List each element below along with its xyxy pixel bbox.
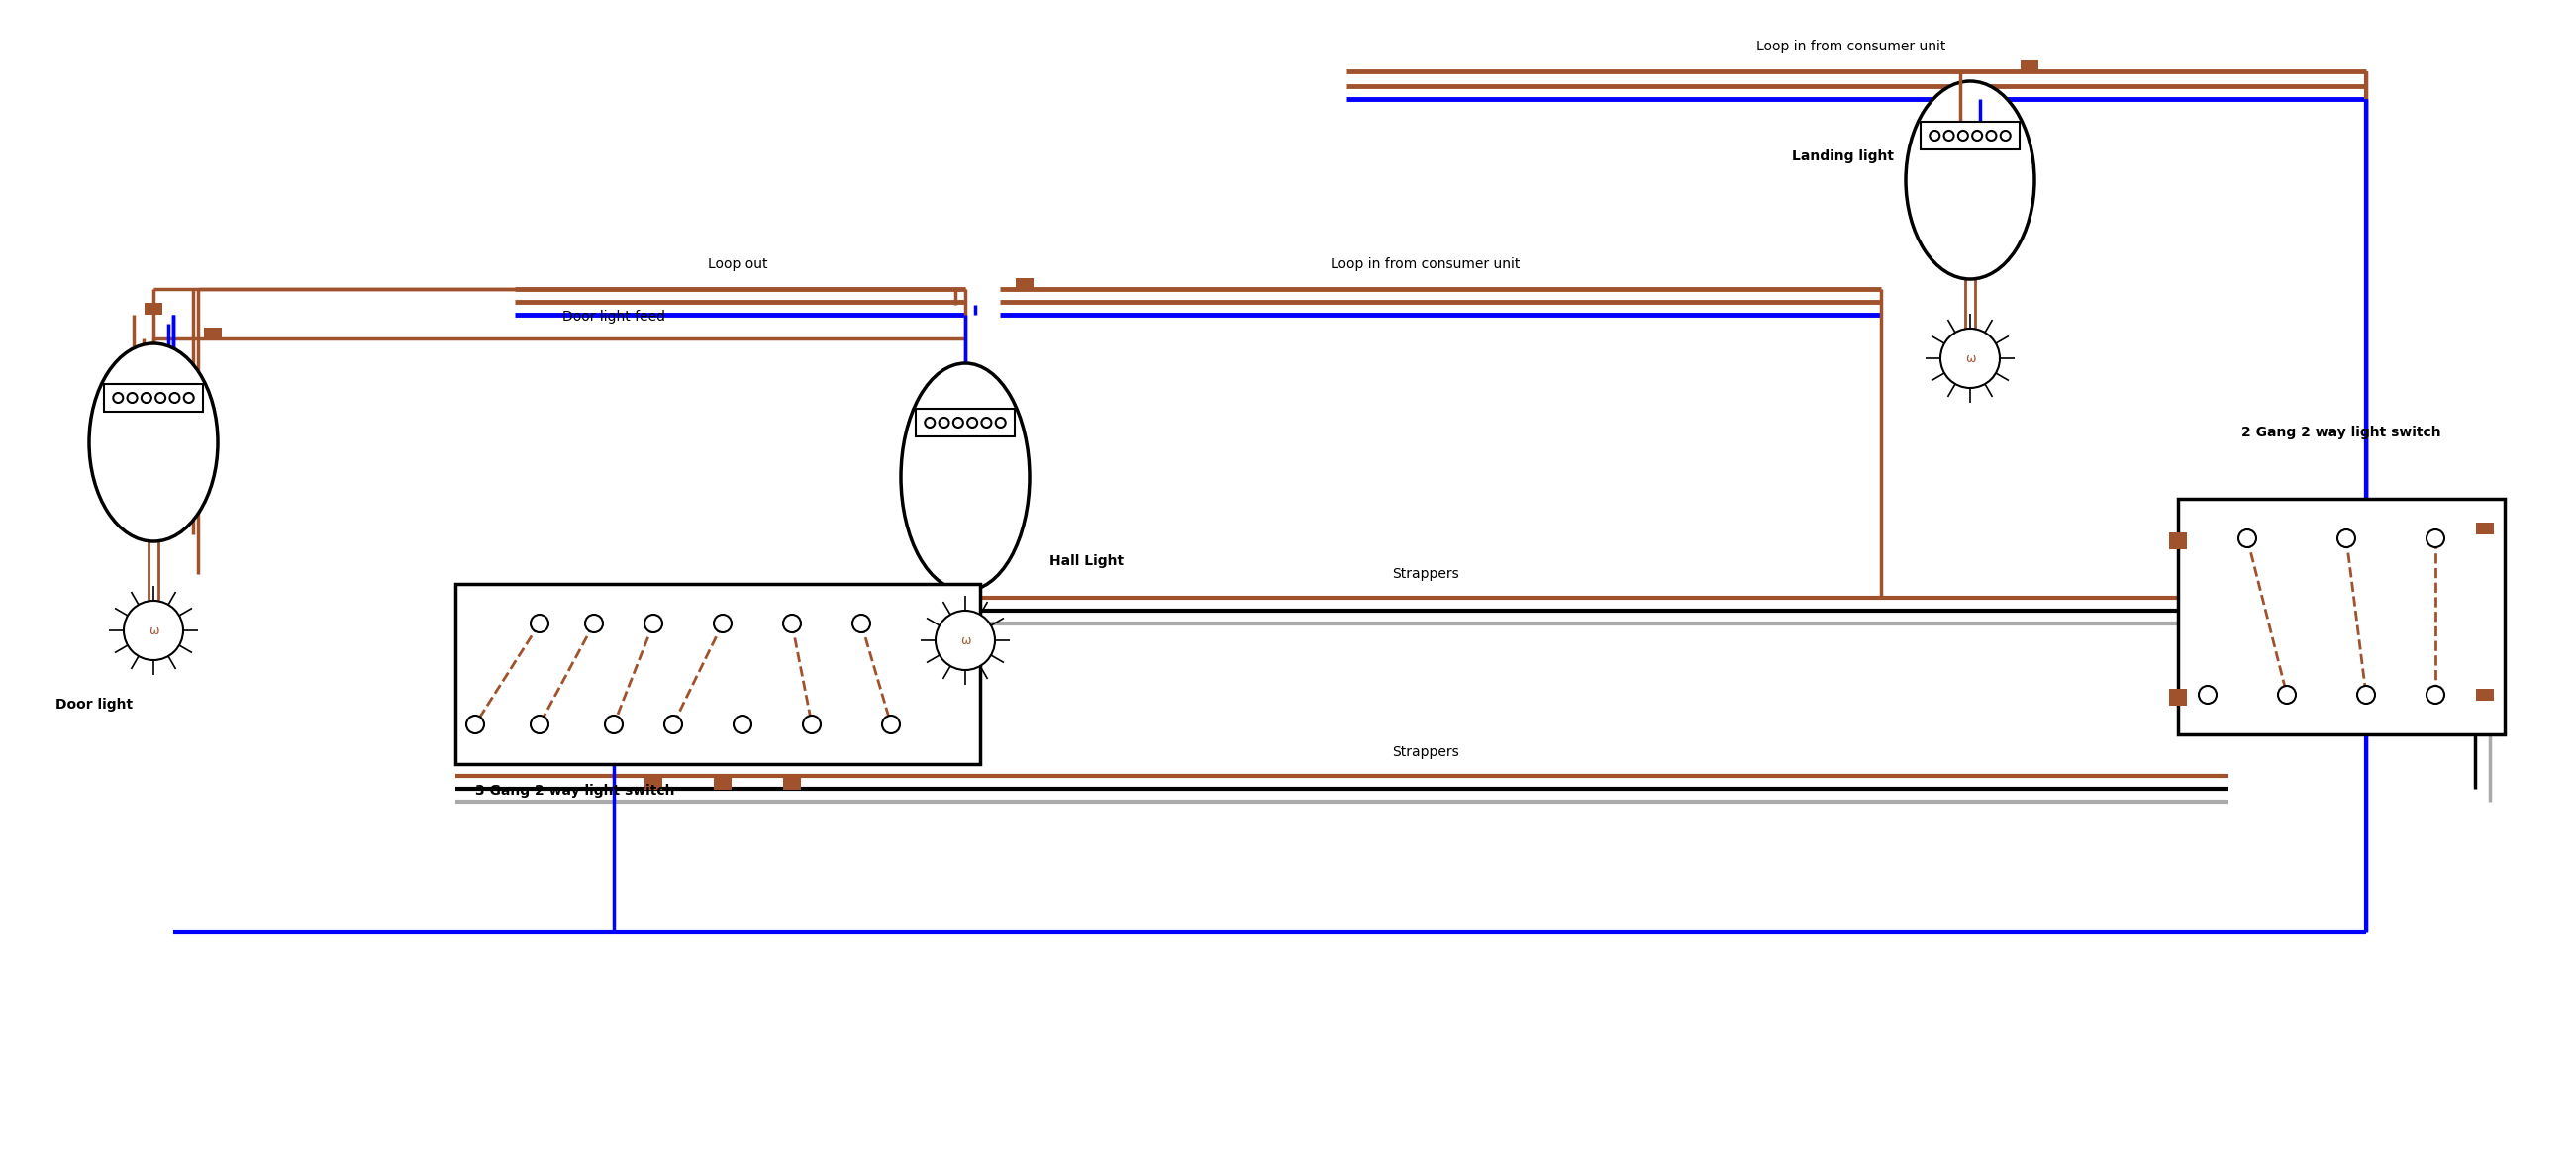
Bar — [2169, 693, 2187, 706]
Bar — [914, 408, 1015, 437]
Circle shape — [665, 715, 683, 734]
Text: Strappers: Strappers — [1391, 745, 1458, 759]
Circle shape — [2239, 529, 2257, 547]
Ellipse shape — [1906, 82, 2035, 279]
Circle shape — [935, 611, 994, 670]
Text: ω: ω — [1965, 352, 1976, 365]
Bar — [644, 777, 662, 790]
Circle shape — [997, 417, 1005, 428]
Bar — [2169, 532, 2187, 544]
Circle shape — [1986, 131, 1996, 140]
Circle shape — [170, 393, 180, 402]
Bar — [2020, 60, 2038, 72]
Circle shape — [2277, 685, 2295, 704]
Text: ω: ω — [149, 624, 160, 637]
Circle shape — [142, 393, 152, 402]
Bar — [1922, 122, 2020, 150]
Text: ω: ω — [961, 634, 971, 646]
Circle shape — [2336, 529, 2354, 547]
Bar — [2476, 689, 2494, 700]
Bar — [783, 777, 801, 790]
Circle shape — [2357, 685, 2375, 704]
Text: 3 Gang 2 way light switch: 3 Gang 2 way light switch — [474, 784, 675, 798]
Circle shape — [969, 417, 976, 428]
Circle shape — [183, 393, 193, 402]
Circle shape — [2427, 529, 2445, 547]
Bar — [2476, 522, 2494, 535]
Circle shape — [940, 417, 948, 428]
Circle shape — [981, 417, 992, 428]
Bar — [644, 777, 662, 790]
Circle shape — [126, 393, 137, 402]
Text: Loop in from consumer unit: Loop in from consumer unit — [1332, 258, 1520, 271]
Circle shape — [734, 715, 752, 734]
Bar — [2169, 537, 2187, 550]
Circle shape — [804, 715, 822, 734]
Circle shape — [783, 614, 801, 632]
Bar — [783, 777, 801, 790]
Circle shape — [1958, 131, 1968, 140]
Circle shape — [585, 614, 603, 632]
Bar — [103, 384, 204, 412]
Bar — [714, 777, 732, 790]
Circle shape — [953, 417, 963, 428]
Text: Loop out: Loop out — [708, 258, 768, 271]
Circle shape — [2002, 131, 2009, 140]
Circle shape — [605, 715, 623, 734]
Text: Landing light: Landing light — [1793, 150, 1893, 163]
Circle shape — [155, 393, 165, 402]
Circle shape — [1973, 131, 1981, 140]
Circle shape — [644, 614, 662, 632]
Circle shape — [1945, 131, 1953, 140]
Bar — [714, 777, 732, 790]
Text: Strappers: Strappers — [1391, 567, 1458, 581]
Bar — [144, 302, 162, 315]
Bar — [204, 328, 222, 339]
Circle shape — [853, 614, 871, 632]
Circle shape — [124, 600, 183, 660]
Circle shape — [466, 715, 484, 734]
Bar — [456, 584, 979, 764]
Circle shape — [531, 715, 549, 734]
Ellipse shape — [902, 363, 1030, 591]
Circle shape — [531, 614, 549, 632]
Text: Hall Light: Hall Light — [1048, 554, 1123, 568]
Circle shape — [881, 715, 899, 734]
Bar — [2179, 499, 2504, 735]
Bar — [2169, 689, 2187, 700]
Circle shape — [2200, 685, 2215, 704]
Text: Door light feed: Door light feed — [562, 309, 665, 323]
Bar — [1015, 278, 1033, 290]
Text: 2 Gang 2 way light switch: 2 Gang 2 way light switch — [2241, 426, 2442, 439]
Ellipse shape — [90, 344, 219, 542]
Circle shape — [1929, 131, 1940, 140]
Circle shape — [113, 393, 124, 402]
Text: Door light: Door light — [54, 698, 134, 712]
Text: Loop in from consumer unit: Loop in from consumer unit — [1757, 39, 1945, 53]
Circle shape — [714, 614, 732, 632]
Circle shape — [1940, 329, 1999, 388]
Circle shape — [2427, 685, 2445, 704]
Circle shape — [925, 417, 935, 428]
